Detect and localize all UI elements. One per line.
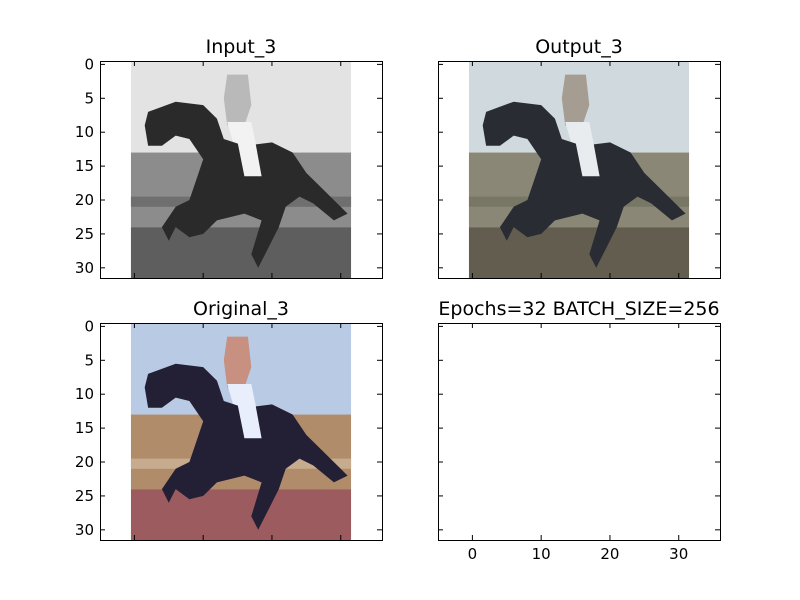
- image-rider-2: [561, 74, 590, 126]
- subplot-title-3: Original_3: [193, 298, 289, 320]
- image-horse-1: [144, 101, 348, 268]
- axes-frame-4: [438, 323, 721, 541]
- image-rider-3: [223, 336, 252, 388]
- axes-frame-1: [100, 61, 383, 279]
- ytick-label: 5: [84, 351, 94, 369]
- image-2: [468, 61, 690, 278]
- ytick-label: 15: [75, 157, 94, 175]
- ytick-label: 0: [84, 55, 94, 73]
- subplot-4: Epochs=32 BATCH_SIZE=256 0 10 20 30: [438, 298, 721, 563]
- axes-frame-3: [100, 323, 383, 541]
- image-leg-1: [237, 139, 262, 177]
- ytick-label: 25: [75, 225, 94, 243]
- xtick-label: 20: [600, 545, 619, 563]
- ytick-label: 20: [75, 453, 94, 471]
- subplot-title-4: Epochs=32 BATCH_SIZE=256: [438, 298, 719, 320]
- ytick-label: 15: [75, 419, 94, 437]
- ytick-label: 5: [84, 89, 94, 107]
- ytick-label: 0: [84, 317, 94, 335]
- xtick-label: 0: [468, 545, 478, 563]
- ytick-label: 10: [75, 385, 94, 403]
- xtick-label: 10: [532, 545, 551, 563]
- image-track-1: [130, 227, 352, 278]
- image-3: [130, 323, 352, 540]
- ytick-label: 30: [75, 259, 94, 277]
- subplot-title-2: Output_3: [535, 36, 623, 58]
- image-horse-2: [482, 101, 686, 268]
- subplot-2: Output_3: [438, 36, 721, 279]
- ytick-label: 30: [75, 521, 94, 539]
- subplot-title-1: Input_3: [206, 36, 277, 58]
- image-rider-1: [223, 74, 252, 126]
- axes-frame-2: [438, 61, 721, 279]
- xtick-label: 30: [669, 545, 688, 563]
- ytick-label: 25: [75, 487, 94, 505]
- ytick-label: 10: [75, 123, 94, 141]
- subplot-3: Original_3 0 5 10 15 20 25 30: [75, 298, 383, 541]
- image-horse-3: [144, 363, 348, 530]
- image-leg-3: [237, 401, 262, 439]
- image-1: [130, 61, 352, 278]
- image-leg-2: [575, 139, 600, 177]
- image-track-2: [468, 227, 690, 278]
- ytick-label: 20: [75, 191, 94, 209]
- subplot-1: Input_3 0 5 10 15 20 25 30: [75, 36, 383, 279]
- image-track-3: [130, 489, 352, 540]
